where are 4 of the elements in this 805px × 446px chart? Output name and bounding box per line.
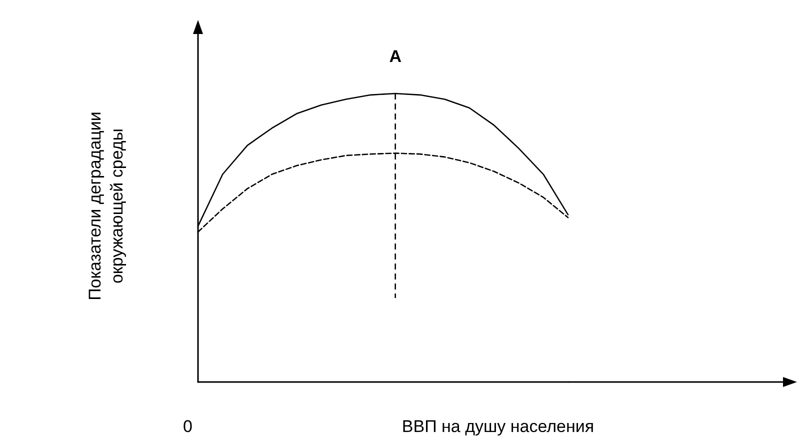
- text: 0: [183, 417, 192, 436]
- x-axis-title: ВВП на душу населения: [402, 417, 594, 436]
- y-axis-title: Показатели деградации окружающей среды: [86, 112, 126, 300]
- text: A: [389, 47, 402, 66]
